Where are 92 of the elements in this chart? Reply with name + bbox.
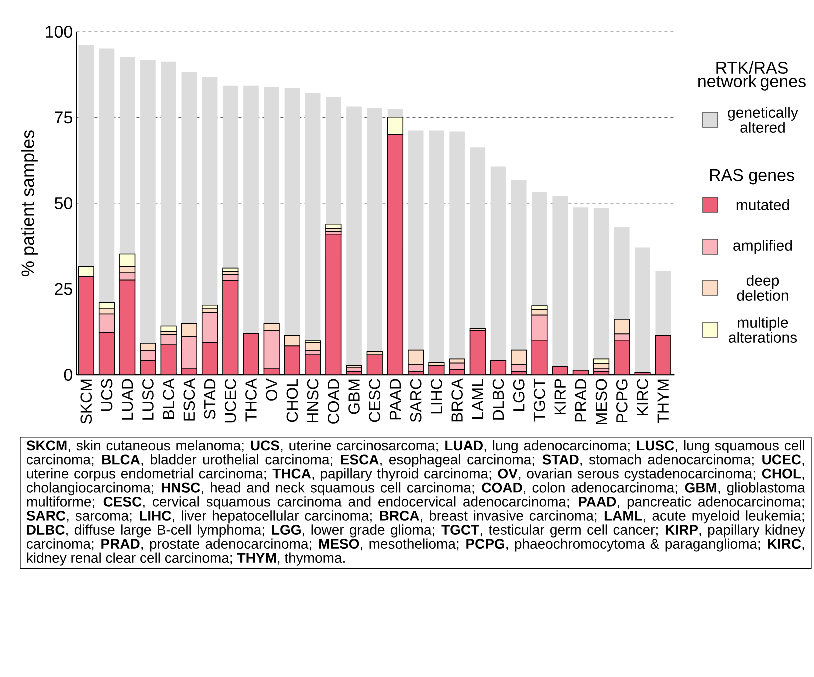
x-tick-label: PAAD (390, 379, 401, 420)
bar (552, 196, 568, 367)
bar (655, 335, 672, 375)
legend-label: genetically altered (728, 106, 798, 133)
y-tick-label: 50 (54, 197, 73, 210)
y-axis-title: % patient samples (21, 130, 38, 276)
x-tick-label: ESCA (184, 378, 196, 421)
bar (573, 208, 589, 371)
x-tick-label: HNSC (307, 379, 319, 423)
bar (202, 312, 218, 344)
x-tick-label: LUSC (142, 379, 154, 420)
x-tick-label: PCPG (616, 380, 628, 423)
text: SKCM, skin cutaneous melanoma; UCS, uterine carcinosarcoma; LUAD, lung adenocarcinoma; LUSC, lung squamous cell carcinoma; BLCA, bladder urothelial carcinoma; ESCA, esophageal carcinoma; STAD, stomach adenocarcinoma; UCEC, uterine corpus endometrial carcinoma; THCA, papillary thyroid carcinoma; OV, ovarian serous cystadenocarcinoma; CHOL, cholangiocarcinoma; HNSC, head and neck squamous cell carcinoma; COAD, colon adenocarcinoma; GBM, glioblastoma multiforme; CESC, cervical squamous carcinoma and endocervical adenocarcinoma; PAAD, pancreatic adenocarcinoma; SARC, sarcoma; LIHC, liver hepatocellular carcinoma; BRCA, breast invasive carcinoma; LAML, acute myeloid leukemia; DLBC, diffuse large B-cell lymphoma; LGG, lower grade glioma; TGCT, testicular germ cell cancer; KIRP, papillary kidney carcinoma; PRAD, prostate adenocarcinoma; MESO, mesothelioma; PCPG, phaeochromocytoma & paraganglioma; KIRC, kidney renal clear cell carcinoma; THYM, thymoma. (26, 440, 806, 566)
y-tick-label: 75 (55, 112, 72, 124)
bar (470, 330, 486, 375)
bar (511, 180, 527, 350)
bar (470, 148, 486, 329)
bar (428, 362, 445, 366)
bar (326, 97, 342, 224)
bar (346, 106, 362, 366)
bar (182, 72, 198, 324)
bar (305, 93, 321, 342)
x-tick-label: SARC (410, 379, 422, 422)
bar (160, 344, 177, 375)
bar (366, 354, 383, 375)
bar (140, 60, 156, 344)
bar (450, 132, 465, 360)
y-tick-label: 0 (64, 368, 73, 382)
bar (264, 87, 280, 324)
bar (635, 248, 650, 373)
bar (656, 271, 672, 336)
legend-label: amplified (734, 240, 792, 254)
bar (244, 86, 259, 334)
bar (120, 280, 136, 375)
x-tick-label: LGG (513, 380, 525, 411)
bar (99, 48, 115, 303)
x-tick-label: UCEC (224, 379, 236, 423)
bar (98, 332, 116, 375)
x-tick-label: GBM (348, 380, 360, 414)
bar (429, 130, 444, 363)
x-tick-label: CHOL (286, 379, 298, 422)
x-tick-label: OV (266, 378, 278, 401)
bar (367, 108, 383, 352)
bar (387, 134, 404, 375)
legend-title: RTK/RAS network genes (698, 62, 806, 91)
y-tick-label: 25 (55, 283, 72, 296)
x-tick-label: BLCA (163, 378, 174, 419)
x-tick-label: COAD (328, 379, 340, 424)
x-tick-label: KIRP (554, 379, 566, 415)
x-tick-label: LUAD (122, 379, 134, 420)
x-tick-label: BRCA (452, 378, 463, 422)
x-tick-label: TGCT (534, 378, 546, 422)
bar (161, 62, 176, 326)
bar (614, 227, 630, 320)
bar (490, 166, 506, 361)
bar (78, 276, 94, 375)
x-tick-label: KIRC (637, 379, 648, 416)
text: RAS genes (710, 169, 794, 185)
legend-label: multiple alterations (729, 316, 798, 343)
bar (78, 45, 94, 267)
x-tick-label: UCS (101, 379, 113, 412)
bar (305, 354, 322, 375)
x-tick-label: THCA (246, 378, 257, 422)
x-tick-label: THYM (658, 380, 669, 424)
x-tick-label: PRAD (575, 379, 586, 422)
bar (614, 340, 630, 375)
x-tick-label: SKCM (80, 380, 92, 424)
bar (284, 346, 301, 375)
bar (284, 335, 301, 347)
x-tick-label: CESC (369, 379, 381, 422)
y-tick-label: 100 (46, 26, 73, 38)
bar (408, 130, 424, 350)
bar (243, 333, 260, 375)
bar (202, 77, 218, 306)
bar (222, 280, 239, 375)
bar (532, 340, 548, 375)
x-tick-label: LAML (472, 379, 484, 419)
bar (594, 208, 610, 360)
bar (222, 86, 238, 268)
legend-label: deep deletion (737, 274, 788, 301)
x-tick-label: STAD (204, 379, 216, 420)
bar (532, 192, 548, 306)
x-tick-label: LIHC (431, 379, 442, 414)
bar (120, 57, 136, 254)
bar (202, 342, 218, 375)
x-tick-label: DLBC (492, 379, 504, 420)
bar (160, 334, 177, 346)
legend-label: mutated (736, 199, 790, 210)
bar (326, 234, 342, 375)
x-tick-label: MESO (596, 379, 608, 424)
bar (388, 109, 404, 118)
bar (284, 88, 300, 336)
